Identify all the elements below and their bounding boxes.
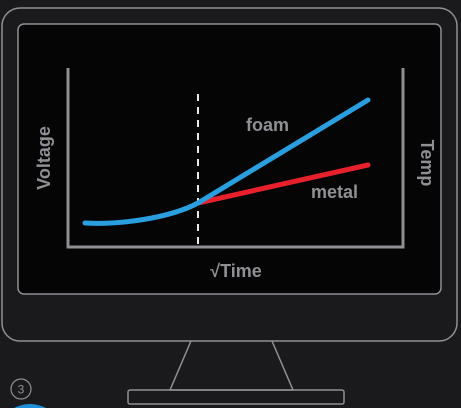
decorative-edge-shape bbox=[14, 404, 46, 408]
y-axis-label-left: Voltage bbox=[34, 126, 54, 190]
step-number-text: 3 bbox=[18, 383, 25, 397]
step-number-badge bbox=[10, 378, 32, 400]
chart-axes bbox=[66, 68, 405, 249]
monitor-bezel bbox=[1, 7, 458, 342]
x-axis-label: √Time bbox=[210, 261, 262, 281]
series-label-metal: metal bbox=[311, 182, 358, 202]
foam-series-line bbox=[82, 97, 371, 226]
series-label-foam: foam bbox=[246, 115, 289, 135]
metal-series-line bbox=[195, 162, 371, 206]
monitor-stand-neck bbox=[168, 340, 295, 391]
monitor-stand-base bbox=[127, 389, 345, 405]
monitor-screen bbox=[17, 23, 442, 295]
y-axis-label-right: Temp bbox=[417, 140, 437, 187]
